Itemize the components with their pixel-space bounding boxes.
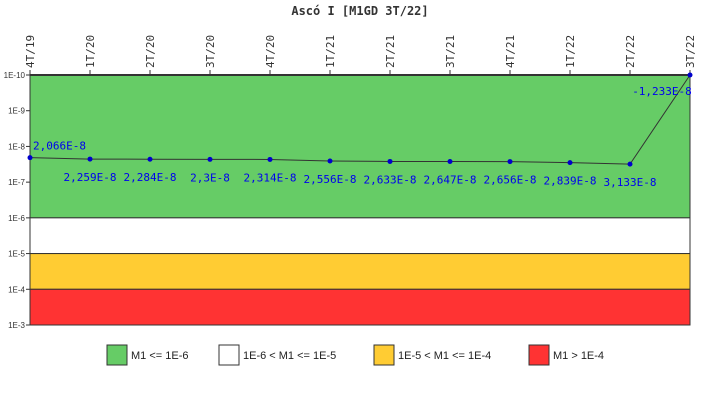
data-label: -1,233E-8 bbox=[632, 85, 692, 98]
y-tick-label: 1E-3 bbox=[8, 321, 25, 330]
x-tick-label: 4T/19 bbox=[24, 35, 37, 68]
band-rect bbox=[29, 217, 691, 255]
data-point bbox=[327, 158, 333, 164]
legend-swatch bbox=[373, 344, 395, 366]
data-label: 2,314E-8 bbox=[244, 171, 297, 184]
x-tick-label: 4T/21 bbox=[504, 35, 517, 68]
data-label: 2,656E-8 bbox=[484, 174, 537, 187]
y-tick-label: 1E-9 bbox=[8, 107, 25, 116]
legend: M1 <= 1E-6 1E-6 < M1 <= 1E-5 1E-5 < M1 <= … bbox=[106, 344, 604, 366]
series-line-path bbox=[29, 74, 691, 165]
data-point bbox=[627, 161, 633, 167]
data-label: 2,066E-8 bbox=[33, 140, 86, 153]
band-rect bbox=[29, 288, 691, 326]
y-tick-label: 1E-6 bbox=[8, 214, 25, 223]
data-point bbox=[447, 159, 453, 165]
x-tick-label: 1T/22 bbox=[564, 35, 577, 68]
data-label: 2,3E-8 bbox=[190, 171, 230, 184]
x-tick-label: 2T/22 bbox=[624, 35, 637, 68]
legend-label: M1 <= 1E-6 bbox=[131, 350, 188, 362]
y-tick-label: 1E-4 bbox=[8, 285, 25, 294]
legend-swatch bbox=[106, 344, 128, 366]
x-tick-label: 3T/22 bbox=[684, 35, 697, 68]
legend-label: M1 > 1E-4 bbox=[553, 350, 604, 362]
series-line: 2,066E-8 2,259E-8 2,284E-8 2,3E-8 2,314E-8 2,… bbox=[27, 72, 693, 189]
data-point bbox=[687, 72, 693, 78]
x-tick-label: 2T/21 bbox=[384, 35, 397, 68]
y-tick-label: 1E-7 bbox=[8, 178, 25, 187]
x-tick-label: 1T/20 bbox=[84, 35, 97, 68]
data-label: 2,633E-8 bbox=[364, 173, 417, 186]
data-label: 2,556E-8 bbox=[304, 173, 357, 186]
data-label: 2,647E-8 bbox=[424, 174, 477, 187]
data-point bbox=[147, 156, 153, 162]
x-tick-label: 1T/21 bbox=[324, 35, 337, 68]
risk-bands bbox=[29, 74, 691, 326]
data-point bbox=[387, 158, 393, 164]
data-point bbox=[87, 156, 93, 162]
data-point bbox=[27, 155, 33, 161]
x-tick-label: 4T/20 bbox=[264, 35, 277, 68]
x-tick-label: 3T/21 bbox=[444, 35, 457, 68]
data-point bbox=[567, 160, 573, 166]
legend-swatch bbox=[528, 344, 550, 366]
x-tick-label: 2T/20 bbox=[144, 35, 157, 68]
axes: 1E-10 1E-9 1E-8 1E-7 1E-6 1E-5 1E-4 1E-3 4T/19 1T… bbox=[4, 35, 697, 330]
band-rect bbox=[29, 253, 691, 290]
data-point bbox=[507, 159, 513, 165]
data-label: 3,133E-8 bbox=[604, 176, 657, 189]
legend-label: 1E-5 < M1 <= 1E-4 bbox=[398, 350, 491, 362]
legend-label: 1E-6 < M1 <= 1E-5 bbox=[243, 350, 336, 362]
data-label: 2,259E-8 bbox=[64, 171, 117, 184]
x-tick-label: 3T/20 bbox=[204, 35, 217, 68]
data-label: 2,839E-8 bbox=[544, 175, 597, 188]
data-point bbox=[267, 156, 273, 162]
chart-title: Ascó I [M1GD 3T/22] bbox=[291, 4, 428, 18]
y-tick-label: 1E-5 bbox=[8, 250, 25, 259]
y-tick-label: 1E-10 bbox=[4, 71, 26, 80]
band-rect bbox=[29, 74, 691, 219]
y-tick-label: 1E-8 bbox=[8, 142, 25, 151]
legend-swatch bbox=[218, 344, 240, 366]
data-label: 2,284E-8 bbox=[124, 171, 177, 184]
data-point bbox=[207, 156, 213, 162]
